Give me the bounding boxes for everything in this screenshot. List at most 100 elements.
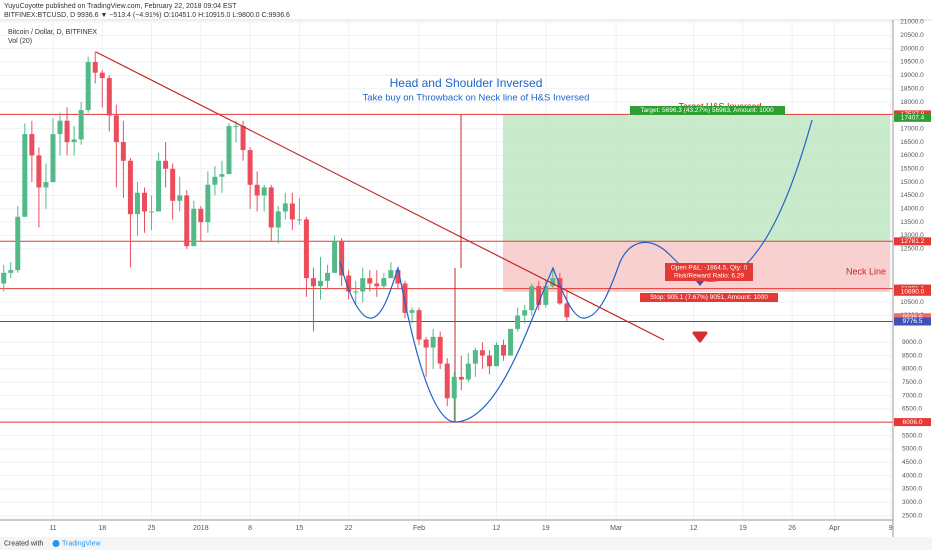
y-tick-label: 3500.0 (902, 486, 922, 493)
candle-body (247, 150, 253, 185)
x-tick-label: Feb (413, 525, 425, 532)
y-tick-label: 13000.0 (900, 232, 924, 239)
candle-body (120, 142, 126, 161)
pattern-curve (339, 119, 813, 423)
candle-body (564, 303, 570, 318)
y-tick-label: 4000.0 (902, 472, 922, 479)
candle-body (85, 62, 91, 111)
candle-body (22, 134, 28, 217)
candle-body (381, 278, 387, 287)
y-tick-label: 16500.0 (900, 139, 924, 146)
candle-body (465, 363, 471, 380)
x-tick-label: 25 (148, 525, 156, 532)
candle-body (177, 195, 183, 201)
candle-body (29, 134, 35, 156)
price-label-box (894, 237, 931, 246)
y-tick-label: 8000.0 (902, 366, 922, 373)
candle-body (205, 184, 211, 223)
symbol-line: BITFINEX:BTCUSD, D 9936.6 ▼ −513.4 (−4.9… (4, 12, 290, 19)
candle-body (142, 192, 147, 212)
stop-text: Stop: 905.1 (7.67%) 9051, Amount: 1000 (650, 294, 768, 301)
candle-body (402, 283, 408, 313)
x-tick-label: 9 (889, 525, 893, 532)
price-label-box (894, 113, 931, 122)
candle-body (163, 160, 169, 169)
y-tick-label: 19000.0 (900, 72, 924, 79)
candle-body (437, 336, 443, 364)
candle-body (458, 376, 464, 380)
trend-line (95, 51, 665, 341)
candle-body (99, 72, 105, 79)
price-label-box (894, 317, 931, 326)
candle-body (543, 286, 549, 305)
y-tick-label: 9000.0 (902, 339, 922, 346)
down-arrow (692, 331, 708, 343)
candle-body (198, 208, 204, 223)
target-zone (503, 115, 890, 241)
candle-body (515, 315, 521, 329)
candle-body (501, 344, 507, 356)
candle-body (339, 240, 345, 276)
candle-body (529, 286, 535, 311)
candle-body (78, 110, 84, 140)
candle-body (92, 62, 98, 73)
candle-body (332, 240, 338, 273)
target-box (630, 106, 785, 115)
chart-title: Head and Shoulder Inversed (390, 76, 543, 90)
candle-body (303, 219, 309, 279)
candle-body (451, 376, 457, 399)
y-tick-label: 5500.0 (902, 432, 922, 439)
y-tick-label: 5000.0 (902, 446, 922, 453)
y-tick-label: 7500.0 (902, 379, 922, 386)
brand-icon (52, 540, 60, 547)
y-tick-label: 18000.0 (900, 99, 924, 106)
price-label: 17407.4 (901, 115, 925, 122)
x-tick-label: 19 (739, 525, 747, 532)
y-tick-label: 16000.0 (900, 152, 924, 159)
x-tick-label: 11 (49, 525, 56, 532)
candle-body (310, 278, 316, 287)
x-tick-label: 18 (98, 525, 106, 532)
candle-body (325, 272, 331, 281)
candle-body (1, 272, 7, 284)
candle-body (522, 310, 528, 316)
y-tick-label: 12500.0 (900, 246, 924, 253)
candle-body (367, 278, 373, 284)
candle-body (494, 344, 499, 367)
y-tick-label: 8500.0 (902, 352, 922, 359)
pnl-box (665, 263, 753, 281)
y-tick-label: 20500.0 (900, 32, 924, 39)
x-tick-label: 2018 (193, 525, 209, 532)
price-label: 9776.5 (903, 318, 923, 325)
candle-body (57, 120, 63, 135)
x-tick-label: 26 (788, 525, 796, 532)
price-label: 10890.0 (901, 288, 925, 295)
candle-body (353, 291, 359, 293)
y-tick-label: 18500.0 (900, 85, 924, 92)
x-tick-label: 19 (542, 525, 550, 532)
candle-body (536, 286, 542, 305)
x-tick-label: 12 (690, 525, 698, 532)
y-tick-label: 15500.0 (900, 165, 924, 172)
footer (0, 537, 932, 550)
candle-body (374, 283, 380, 287)
candle-body (550, 278, 556, 287)
candle-body (275, 211, 281, 228)
candle-body (226, 126, 232, 175)
candle-body (395, 270, 401, 284)
y-tick-label: 4500.0 (902, 459, 922, 466)
neck-line-label: Neck Line (846, 266, 886, 276)
candle-body (296, 219, 302, 221)
target-text: Target: 5696.3 (43.27%) 56963, Amount: 1… (640, 107, 774, 114)
candle-body (113, 115, 119, 143)
candle-body (64, 120, 70, 143)
stop-box (640, 293, 778, 302)
candle-body (346, 275, 352, 292)
footer-brand: TradingView (62, 540, 101, 547)
y-tick-label: 19500.0 (900, 59, 924, 66)
x-tick-label: Mar (610, 525, 623, 532)
risk-reward-text: Risk/Reward Ratio: 6.29 (674, 273, 744, 280)
chart-subtitle: Take buy on Throwback on Neck line of H&… (363, 93, 590, 104)
candle-body (149, 211, 155, 213)
y-tick-label: 3000.0 (902, 499, 922, 506)
